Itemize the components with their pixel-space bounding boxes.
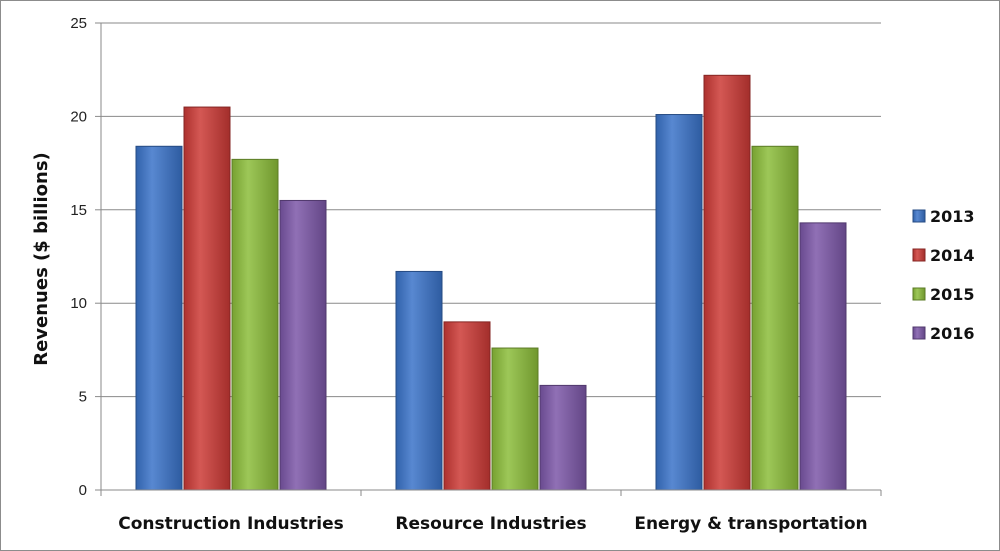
legend-swatch-2014	[912, 248, 926, 262]
legend-label-2013: 2013	[930, 207, 975, 226]
gridlines	[101, 22, 881, 398]
bar-2016-2	[539, 384, 587, 491]
bar-2013-3	[655, 114, 703, 491]
legend-label-2014: 2014	[930, 246, 975, 265]
legend-label-2016: 2016	[930, 324, 975, 343]
bar-2015-1	[231, 158, 279, 491]
bar-2014-1	[183, 106, 231, 491]
bars	[135, 74, 847, 491]
legend: 2013 2014 2015 2016	[912, 207, 975, 343]
bar-2013-1	[135, 145, 183, 491]
x-category-label: Energy & transportation	[634, 514, 867, 534]
bar-2014-2	[443, 321, 491, 491]
x-category-label: Resource Industries	[395, 514, 586, 534]
bar-2016-3	[799, 222, 847, 491]
legend-label-2015: 2015	[930, 285, 975, 304]
legend-swatch-2016	[912, 326, 926, 340]
y-tick-label: 10	[70, 295, 87, 312]
y-tick-label: 5	[79, 389, 87, 406]
bar-2015-2	[491, 347, 539, 491]
x-category-label: Construction Industries	[118, 514, 344, 534]
bar-2013-2	[395, 270, 443, 491]
legend-swatch-2013	[912, 209, 926, 223]
y-tick-label: 0	[79, 482, 87, 499]
legend-swatch-2015	[912, 287, 926, 301]
bar-2014-3	[703, 74, 751, 491]
bar-2015-3	[751, 145, 799, 491]
axes	[95, 22, 882, 496]
y-tick-label: 25	[70, 15, 87, 32]
y-axis-title: Revenues ($ billions)	[31, 152, 52, 366]
labels: 0 5 10 15 20 25 Construction Industries Resourc…	[70, 15, 867, 534]
bar-2016-1	[279, 199, 327, 491]
y-tick-label: 20	[70, 108, 87, 125]
y-tick-label: 15	[70, 202, 87, 219]
